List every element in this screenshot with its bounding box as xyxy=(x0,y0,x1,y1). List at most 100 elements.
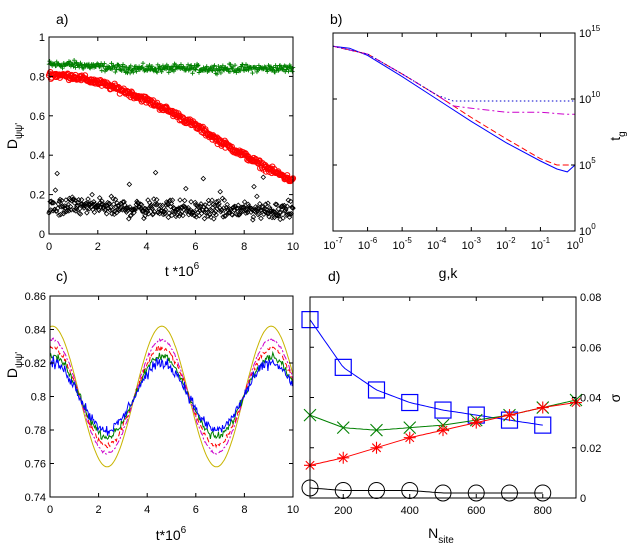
panel-c-ytick-label: 0.74 xyxy=(25,492,46,504)
panel-a-point xyxy=(77,211,84,217)
panel-a-point xyxy=(154,69,159,74)
panel-a-point xyxy=(111,211,117,218)
panel-a-point xyxy=(160,63,166,68)
panel-a-point xyxy=(60,204,66,210)
panel-a-point xyxy=(216,68,222,73)
panel-c-xtick-label: 6 xyxy=(193,504,199,516)
panel-a-point xyxy=(221,197,228,203)
panel-a-point xyxy=(145,210,152,217)
panel-a-point xyxy=(215,198,222,204)
panel-a-point xyxy=(153,196,160,203)
panel-b-xtick-label: 10-7 xyxy=(323,236,343,252)
panel-a-xlabel: t *106 xyxy=(165,261,200,279)
panel-c-line xyxy=(49,325,294,468)
panel-a-point xyxy=(196,63,201,68)
panel-a-point xyxy=(204,206,210,213)
panel-a-point xyxy=(54,205,61,212)
panel-c-line xyxy=(49,355,294,436)
panel-a-point xyxy=(63,197,69,203)
panel-a-point xyxy=(192,199,198,206)
panel-a-point xyxy=(214,205,221,212)
panel-a-point xyxy=(285,197,292,203)
panel-c-xtick-label: 0 xyxy=(47,504,53,516)
panel-a-point xyxy=(149,64,155,69)
panel-a-point xyxy=(97,199,104,206)
panel-a-point xyxy=(64,207,70,214)
panel-a-ticks: 0 2 4 6 8 10 0 0.2 0.4 0.6 0.8 1 xyxy=(30,32,299,253)
panel-a-point xyxy=(109,207,116,213)
panel-a-ytick-label: 0.6 xyxy=(30,111,45,123)
panel-b-line xyxy=(332,45,576,173)
panel-a-point xyxy=(232,63,238,68)
panel-a-point xyxy=(125,67,131,72)
panel-a-point xyxy=(200,175,207,182)
panel-a-point xyxy=(103,210,110,217)
panel-a-point xyxy=(217,188,223,195)
panel-a-point xyxy=(144,208,151,215)
panel-a-point xyxy=(52,187,59,193)
panel-b-xtick-label: 100 xyxy=(567,236,584,252)
panel-a-point xyxy=(228,62,233,67)
panel-a-xtick-label: 2 xyxy=(95,241,101,253)
panel-a-point xyxy=(198,201,204,207)
panel-a-point xyxy=(161,208,168,215)
panel-a-point xyxy=(126,181,133,188)
panel-a-point xyxy=(180,65,186,70)
panel-d-ticks: 200 400 600 800 0 0.02 0.04 0.06 0.08 xyxy=(310,292,601,517)
panel-d-xtick-label: 400 xyxy=(401,505,419,517)
panel-a-point xyxy=(177,197,183,203)
panel-c-label: c) xyxy=(56,268,68,284)
panel-c-ytick-label: 0.8 xyxy=(31,392,46,404)
panel-d-point xyxy=(370,423,383,437)
panel-a-point xyxy=(120,62,126,67)
panel-c-ytick-label: 0.76 xyxy=(25,459,46,471)
panel-a-point xyxy=(233,205,240,212)
panel-a-point xyxy=(185,62,191,67)
panel-a-point xyxy=(224,201,230,208)
panel-a-xtick-label: 8 xyxy=(241,241,247,253)
panel-a-point xyxy=(245,63,250,69)
panel-a-xtick-label: 0 xyxy=(46,241,52,253)
panel-a-point xyxy=(265,200,271,207)
panel-a-point xyxy=(181,203,187,210)
panel-a-point xyxy=(208,214,214,220)
panel-b-ytick-label: 1010 xyxy=(579,90,601,106)
panel-a-point xyxy=(195,63,200,69)
panel-b-label: b) xyxy=(330,11,342,27)
panel-a-point xyxy=(81,201,88,208)
panel-a-point xyxy=(273,63,278,68)
panel-a-point xyxy=(246,67,251,73)
panel-c-ytick-label: 0.82 xyxy=(25,358,46,370)
panel-a-point xyxy=(145,197,151,203)
panel-a-point xyxy=(205,213,211,219)
panel-a-point xyxy=(89,191,95,198)
panel-a-point xyxy=(211,216,217,222)
panel-a-point xyxy=(180,212,186,219)
panel-a-marks xyxy=(45,58,297,223)
panel-c-xtick-label: 10 xyxy=(287,504,299,516)
panel-b-line xyxy=(332,45,575,115)
panel-a-point xyxy=(84,205,91,212)
panel-d-ytick-label: 0.08 xyxy=(580,292,601,304)
panel-a-point xyxy=(202,202,208,208)
panel-b-axes xyxy=(332,32,576,232)
panel-a-point xyxy=(289,176,296,183)
panel-a-point xyxy=(286,214,293,220)
panel-c-line xyxy=(49,345,294,449)
panel-c-line xyxy=(49,337,294,455)
panel-a-axes xyxy=(48,36,294,235)
panel-d-point xyxy=(534,416,552,434)
panel-a-point xyxy=(251,183,257,190)
panel-a-point xyxy=(166,210,172,216)
panel-a-point xyxy=(284,172,291,179)
panel-a-point xyxy=(106,200,113,207)
panel-c-xlabel: t*106 xyxy=(156,525,187,543)
panel-a-point xyxy=(153,202,159,208)
panel-a-point xyxy=(219,207,225,213)
panel-a-point xyxy=(178,204,184,210)
panel-a-point xyxy=(181,197,188,204)
panel-a-point xyxy=(227,69,233,74)
